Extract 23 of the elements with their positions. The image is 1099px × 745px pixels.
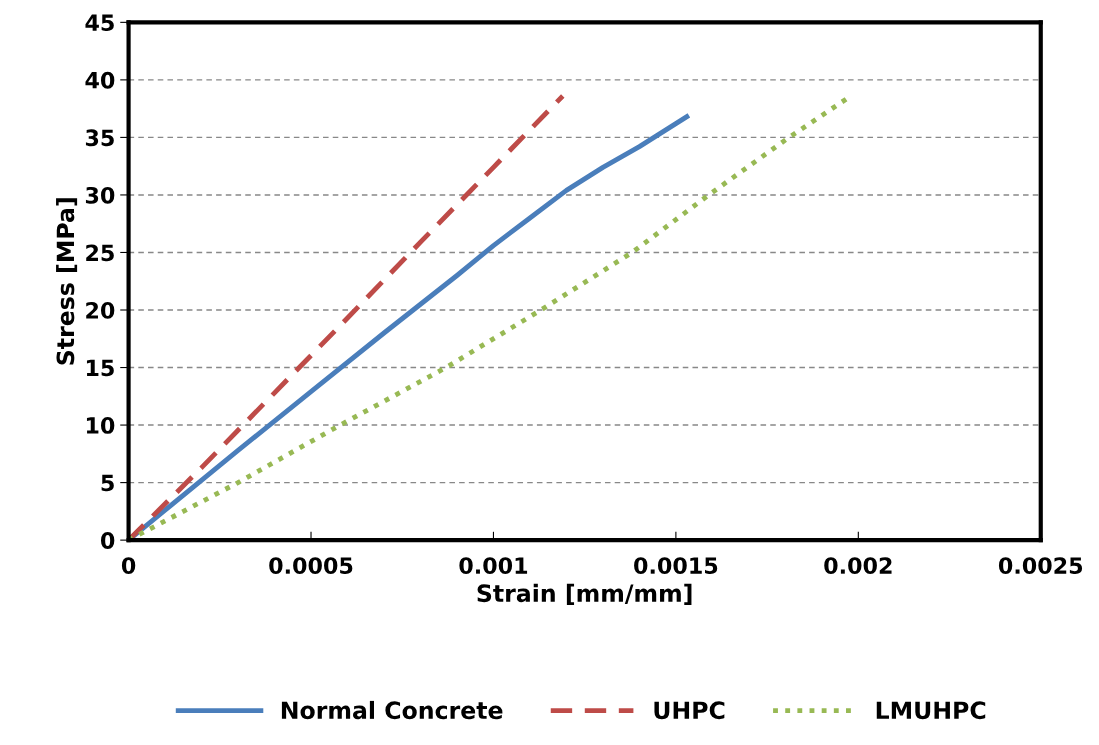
x-axis-title: Strain [mm/mm] — [477, 583, 692, 605]
x-tick-label: 0.0025 — [998, 557, 1083, 574]
y-tick-label: 10 — [86, 417, 115, 434]
y-tick-label: 0 — [100, 532, 115, 549]
x-tick-label: 0.001 — [459, 557, 528, 574]
x-tick-label: 0.002 — [824, 557, 892, 574]
y-tick-label: 15 — [86, 359, 114, 377]
legend-label: UHPC — [654, 701, 725, 720]
y-tick-label: 40 — [85, 71, 115, 89]
line-series — [128, 95, 850, 541]
y-tick-label: 45 — [85, 14, 114, 32]
x-tick-label: 0.0005 — [269, 557, 353, 574]
y-tick-label: 35 — [85, 129, 114, 147]
line-series — [128, 93, 566, 541]
legend-label: LMUHPC — [876, 701, 986, 720]
y-tick-label: 5 — [101, 474, 114, 492]
x-tick-label: 0 — [121, 557, 136, 574]
y-tick-label: 20 — [86, 301, 115, 319]
y-tick-label: 25 — [86, 244, 114, 262]
y-axis-title: Stress [MPa] — [56, 198, 78, 365]
legend-label: Normal Concrete — [281, 700, 503, 720]
y-tick-label: 30 — [85, 186, 115, 204]
x-tick-label: 0.0015 — [634, 557, 718, 574]
